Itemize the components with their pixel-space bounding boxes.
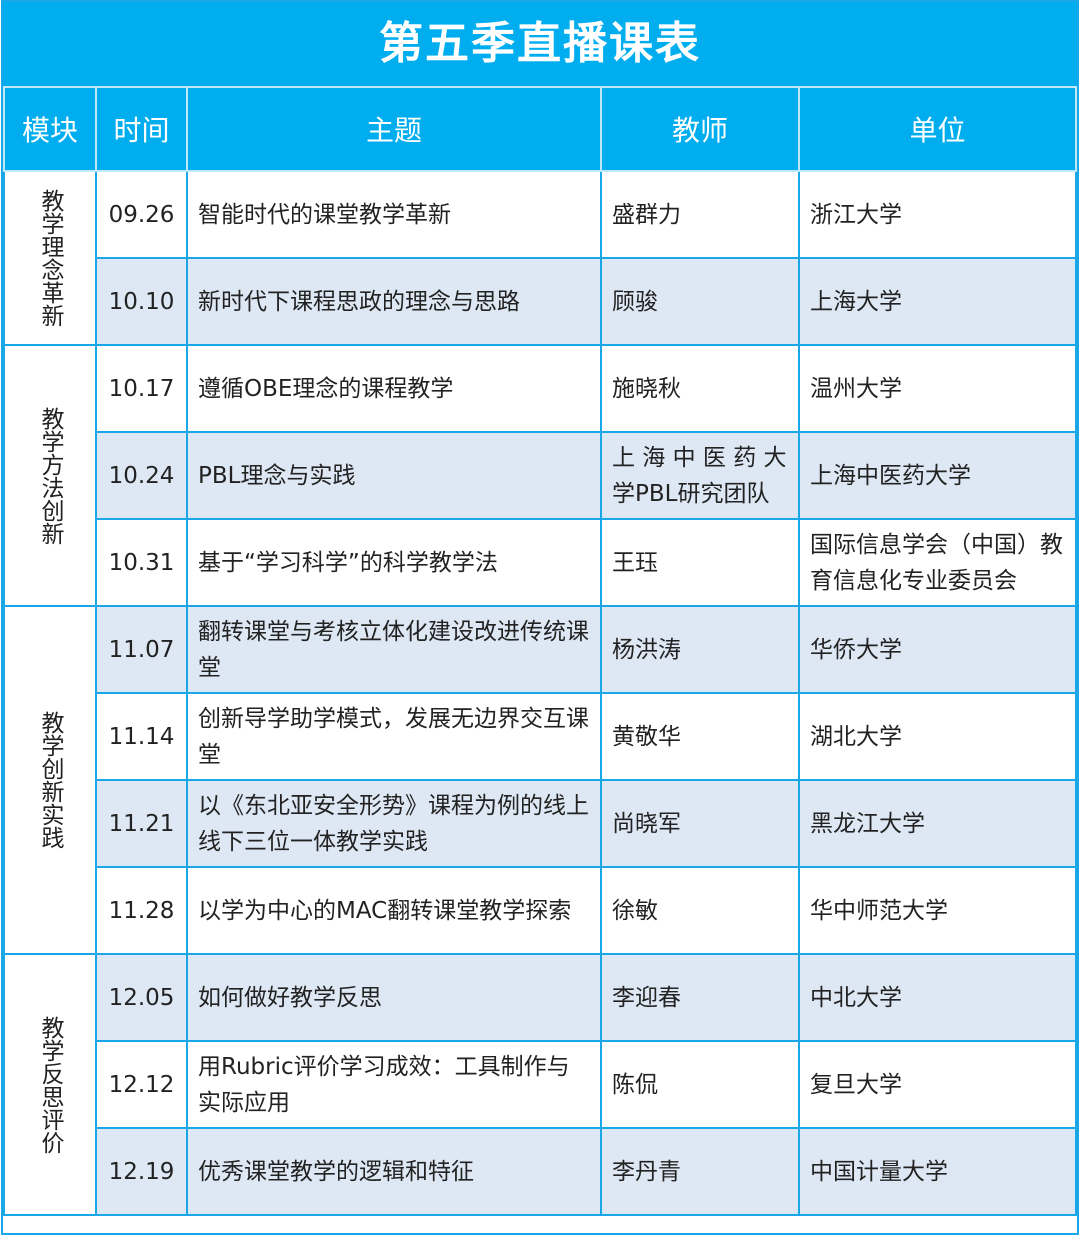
unit-cell: 温州大学 — [798, 344, 1077, 433]
topic-cell: 以学为中心的MAC翻转课堂教学探索 — [186, 866, 602, 955]
date-cell: 10.24 — [95, 431, 188, 520]
date-cell: 11.14 — [95, 692, 188, 781]
header-teacher: 教师 — [600, 88, 800, 172]
teacher-cell: 王珏 — [600, 518, 800, 607]
teacher-cell: 盛群力 — [600, 170, 800, 259]
table-row: 10.10 新时代下课程思政的理念与思路 顾骏 上海大学 — [4, 257, 1077, 346]
table-row: 10.31 基于“学习科学”的科学教学法 王珏 国际信息学会（中国）教育信息化专业委员… — [4, 518, 1077, 607]
teacher-cell: 施晓秋 — [600, 344, 800, 433]
unit-cell: 华侨大学 — [798, 605, 1077, 694]
teacher-cell: 李迎春 — [600, 953, 800, 1042]
teacher-cell: 李丹青 — [600, 1127, 800, 1216]
unit-cell: 中北大学 — [798, 953, 1077, 1042]
topic-cell: 智能时代的课堂教学革新 — [186, 170, 602, 259]
topic-cell: 遵循OBE理念的课程教学 — [186, 344, 602, 433]
date-cell: 10.10 — [95, 257, 188, 346]
topic-cell: 如何做好教学反思 — [186, 953, 602, 1042]
table-row: 11.28 以学为中心的MAC翻转课堂教学探索 徐敏 华中师范大学 — [4, 866, 1077, 955]
date-cell: 10.17 — [95, 344, 188, 433]
topic-cell: 创新导学助学模式，发展无边界交互课堂 — [186, 692, 602, 781]
unit-cell: 上海中医药大学 — [798, 431, 1077, 520]
topic-cell: 用Rubric评价学习成效：工具制作与实际应用 — [186, 1040, 602, 1129]
unit-cell: 上海大学 — [798, 257, 1077, 346]
date-cell: 12.12 — [95, 1040, 188, 1129]
module-cell: 教学理念革新 — [3, 170, 97, 346]
unit-cell: 华中师范大学 — [798, 866, 1077, 955]
table-row: 教学方法创新 10.17 遵循OBE理念的课程教学 施晓秋 温州大学 — [3, 344, 1077, 607]
date-cell: 11.28 — [95, 866, 188, 955]
table-row: 11.14 创新导学助学模式，发展无边界交互课堂 黄敬华 湖北大学 — [4, 692, 1077, 781]
unit-cell: 浙江大学 — [798, 170, 1077, 259]
unit-cell: 黑龙江大学 — [798, 779, 1077, 868]
module-name: 教学创新实践 — [37, 711, 63, 849]
date-cell: 10.31 — [95, 518, 188, 607]
topic-cell: PBL理念与实践 — [186, 431, 602, 520]
unit-cell: 湖北大学 — [798, 692, 1077, 781]
unit-cell: 国际信息学会（中国）教育信息化专业委员会 — [798, 518, 1077, 607]
header-unit: 单位 — [798, 88, 1077, 172]
date-cell: 12.19 — [95, 1127, 188, 1216]
topic-cell: 翻转课堂与考核立体化建设改进传统课堂 — [186, 605, 602, 694]
table-row: 12.19 优秀课堂教学的逻辑和特征 李丹青 中国计量大学 — [4, 1127, 1077, 1216]
date-cell: 11.21 — [95, 779, 188, 868]
schedule-table: 模块 时间 主题 教师 单位 教学理念革新 09.26 智能时代的课堂教学革新 盛群力… — [3, 88, 1077, 1216]
teacher-cell: 陈侃 — [600, 1040, 800, 1129]
teacher-cell: 杨洪涛 — [600, 605, 800, 694]
table-row: 教学创新实践 11.07 翻转课堂与考核立体化建设改进传统课堂 杨洪涛 华侨大学 — [3, 605, 1077, 955]
date-cell: 11.07 — [95, 605, 188, 694]
table-row: 10.24 PBL理念与实践上 海 中 医 药 大 学PBL研究团队 上海中医药大学 — [4, 431, 1077, 520]
header-row: 模块 时间 主题 教师 单位 — [3, 88, 1077, 172]
date-cell: 09.26 — [95, 170, 188, 259]
module-cell: 教学创新实践 — [3, 605, 97, 955]
module-cell: 教学方法创新 — [3, 344, 97, 607]
teacher-cell: 黄敬华 — [600, 692, 800, 781]
page-title: 第五季直播课表 — [3, 2, 1077, 88]
module-name: 教学方法创新 — [37, 406, 63, 545]
header-module: 模块 — [3, 88, 97, 172]
table-row: 11.21 以《东北亚安全形势》课程为例的线上线下三位一体教学实践 尚晓军 黑龙江大学 — [4, 779, 1077, 868]
module-name: 教学反思评价 — [37, 1015, 63, 1154]
header-time: 时间 — [95, 88, 188, 172]
module-name: 教学理念革新 — [37, 189, 63, 327]
teacher-cell: 徐敏 — [600, 866, 800, 955]
topic-cell: 优秀课堂教学的逻辑和特征 — [186, 1127, 602, 1216]
topic-cell: 以《东北亚安全形势》课程为例的线上线下三位一体教学实践 — [186, 779, 602, 868]
teacher-cell: 上 海 中 医 药 大 学PBL研究团队 — [600, 431, 800, 520]
table-row: 12.12 用Rubric评价学习成效：工具制作与实际应用 陈侃 复旦大学 — [4, 1040, 1077, 1129]
unit-cell: 中国计量大学 — [798, 1127, 1077, 1216]
topic-cell: 基于“学习科学”的科学教学法 — [186, 518, 602, 607]
header-topic: 主题 — [186, 88, 602, 172]
table-row: 教学理念革新 09.26 智能时代的课堂教学革新 盛群力 浙江大学 — [3, 170, 1077, 346]
topic-cell: 新时代下课程思政的理念与思路 — [186, 257, 602, 346]
teacher-cell: 顾骏 — [600, 257, 800, 346]
teacher-cell: 尚晓军 — [600, 779, 800, 868]
date-cell: 12.05 — [95, 953, 188, 1042]
unit-cell: 复旦大学 — [798, 1040, 1077, 1129]
module-cell: 教学反思评价 — [3, 953, 97, 1216]
table-row: 教学反思评价 12.05 如何做好教学反思 李迎春 中北大学 — [3, 953, 1077, 1216]
